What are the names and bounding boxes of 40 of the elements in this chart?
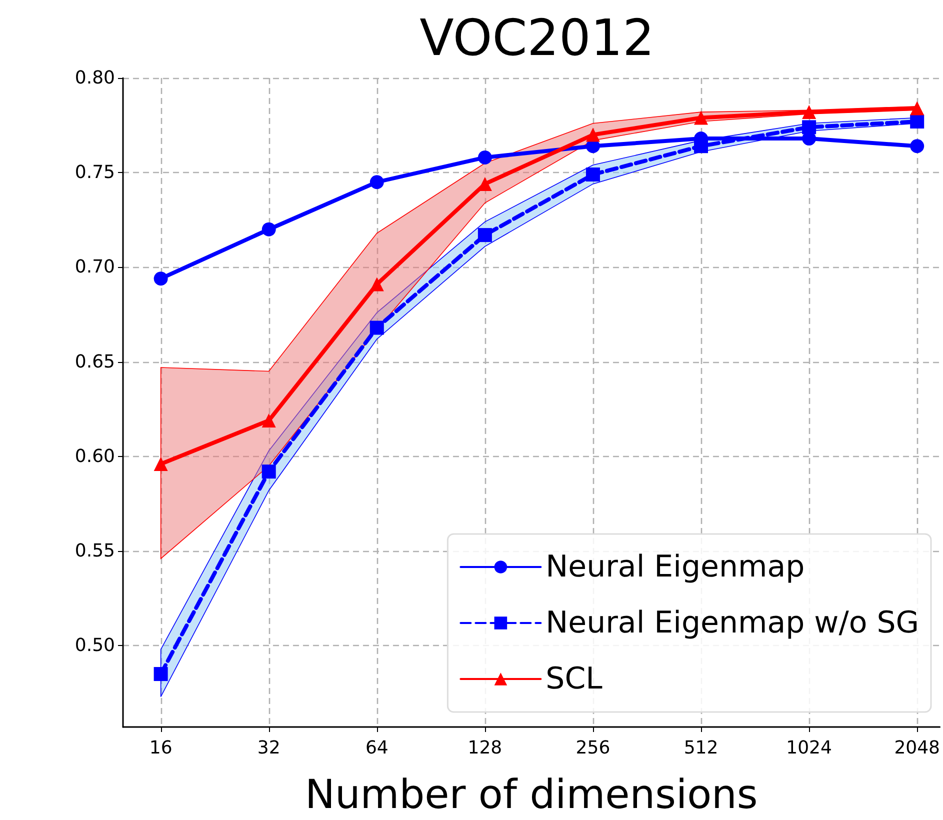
point bbox=[478, 228, 492, 242]
x-tick-label: 512 bbox=[684, 738, 718, 758]
x-tick-label: 64 bbox=[365, 738, 388, 758]
point bbox=[370, 175, 384, 190]
y-tick-label: 0.80 bbox=[74, 68, 115, 88]
point bbox=[694, 139, 708, 154]
x-tick-label: 256 bbox=[576, 738, 610, 758]
legend-label: Neural Eigenmap w/o SG bbox=[546, 606, 920, 640]
point bbox=[370, 320, 384, 335]
point bbox=[586, 168, 600, 182]
point bbox=[586, 128, 600, 142]
x-tick-label: 1024 bbox=[786, 738, 832, 758]
point bbox=[154, 456, 168, 471]
x-tick-label: 2048 bbox=[894, 738, 940, 758]
y-tick-label: 0.60 bbox=[74, 446, 115, 467]
y-tick-label: 0.70 bbox=[74, 256, 115, 278]
point bbox=[910, 114, 924, 129]
y-tick-label: 0.55 bbox=[74, 540, 115, 562]
point bbox=[910, 101, 924, 116]
y-tick-label: 0.75 bbox=[74, 162, 115, 184]
x-axis-title: Number of dimensions bbox=[305, 772, 758, 818]
point bbox=[478, 150, 492, 164]
point bbox=[802, 105, 816, 120]
x-tick-label: 16 bbox=[149, 738, 172, 758]
x-tick-label: 32 bbox=[257, 738, 280, 758]
point bbox=[910, 139, 924, 154]
x-tick-label: 128 bbox=[468, 738, 502, 758]
legend-label: Neural Eigenmap bbox=[546, 550, 805, 584]
point bbox=[802, 120, 816, 134]
y-tick-label: 0.50 bbox=[74, 635, 115, 656]
y-tick-label: 0.65 bbox=[74, 351, 115, 372]
point bbox=[154, 272, 168, 286]
legend-label: SCL bbox=[546, 662, 603, 696]
point bbox=[262, 222, 276, 236]
point bbox=[262, 413, 276, 428]
point bbox=[154, 667, 168, 682]
point bbox=[262, 464, 276, 479]
point bbox=[370, 277, 384, 292]
chart-title: VOC2012 bbox=[420, 9, 654, 67]
point bbox=[694, 110, 708, 125]
